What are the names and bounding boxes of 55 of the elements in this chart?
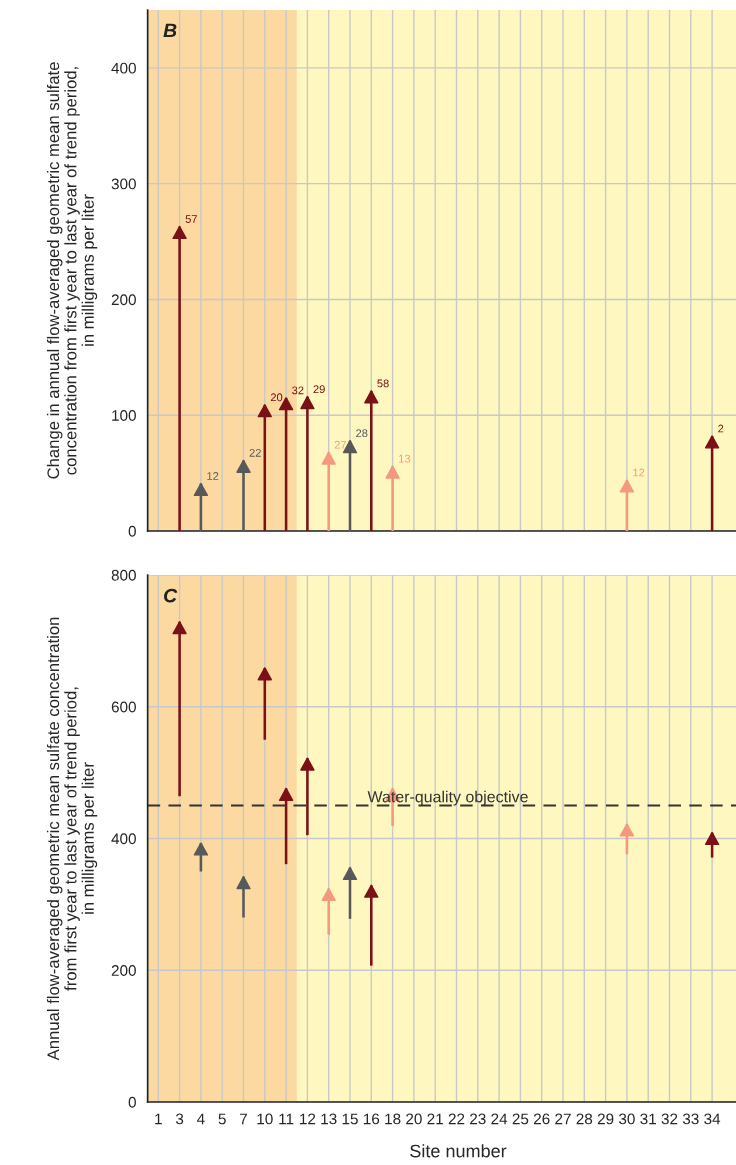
- y-tick-label: 200: [111, 965, 136, 976]
- ref-line-label: Water-quality objective: [367, 790, 528, 806]
- annotation: 12: [633, 468, 645, 477]
- y-axis-title: Annual flow-averaged geometric mean sulfate concentration from first year to last year of trend period, in milligrams per liter: [46, 617, 98, 1061]
- annotation: 22: [249, 448, 261, 457]
- x-axis-title: Site number: [410, 1144, 507, 1158]
- annotation: 20: [270, 393, 283, 402]
- text: B: [163, 23, 177, 38]
- x-tick-label: 29: [597, 1113, 614, 1125]
- x-tick-label: 22: [448, 1113, 465, 1125]
- x-tick-label: 32: [661, 1113, 678, 1125]
- x-tick-label: 21: [427, 1113, 443, 1125]
- x-tick-label: 13: [321, 1113, 337, 1125]
- x-tick-label: 26: [533, 1113, 550, 1125]
- x-tick-label: 15: [342, 1113, 358, 1125]
- y-tick-label: 400: [111, 62, 136, 74]
- y-tick-label: 600: [111, 701, 136, 713]
- annotation: 28: [356, 429, 368, 438]
- y-tick-label: 0: [128, 525, 136, 537]
- y-tick-label: 300: [111, 178, 136, 190]
- y-tick-label: 200: [111, 294, 136, 306]
- x-tick-label: 34: [704, 1113, 721, 1125]
- x-tick-label: 25: [512, 1113, 529, 1125]
- annotation: 57: [185, 215, 197, 223]
- y-tick-label: 100: [112, 410, 136, 421]
- x-tick-label: 30: [618, 1113, 635, 1125]
- annotation: 27: [334, 440, 347, 449]
- x-tick-label: 4: [197, 1113, 205, 1125]
- annotation: 13: [399, 454, 411, 463]
- x-tick-label: 11: [279, 1113, 294, 1125]
- x-tick-label: 31: [640, 1113, 656, 1125]
- x-tick-label: 3: [175, 1113, 184, 1125]
- x-tick-label: 12: [300, 1113, 316, 1125]
- y-tick-label: 0: [128, 1096, 136, 1108]
- x-tick-label: 24: [491, 1113, 508, 1125]
- x-tick-label: 1: [155, 1113, 162, 1125]
- y-tick-label: 800: [111, 569, 136, 581]
- x-tick-label: 20: [406, 1113, 422, 1125]
- x-tick-label: 23: [470, 1113, 486, 1125]
- annotation: 58: [377, 379, 389, 388]
- annotation: 2: [718, 424, 724, 433]
- x-tick-label: 18: [385, 1113, 401, 1125]
- y-axis-title: Change in annual flow-averaged geometric mean sulfate concentration from first year to last year of trend period, in milligrams per liter: [46, 62, 98, 479]
- y-tick-label: 400: [111, 833, 136, 845]
- text: C: [164, 588, 178, 603]
- x-tick-label: 33: [682, 1113, 699, 1125]
- annotation: 32: [292, 386, 304, 395]
- x-tick-label: 28: [576, 1113, 593, 1125]
- x-tick-label: 5: [218, 1113, 226, 1125]
- x-tick-label: 27: [555, 1113, 571, 1125]
- x-tick-label: 7: [240, 1113, 247, 1125]
- annotation: 12: [207, 472, 219, 480]
- x-tick-label: 16: [363, 1113, 380, 1125]
- x-tick-label: 10: [257, 1113, 273, 1125]
- annotation: 29: [313, 385, 325, 394]
